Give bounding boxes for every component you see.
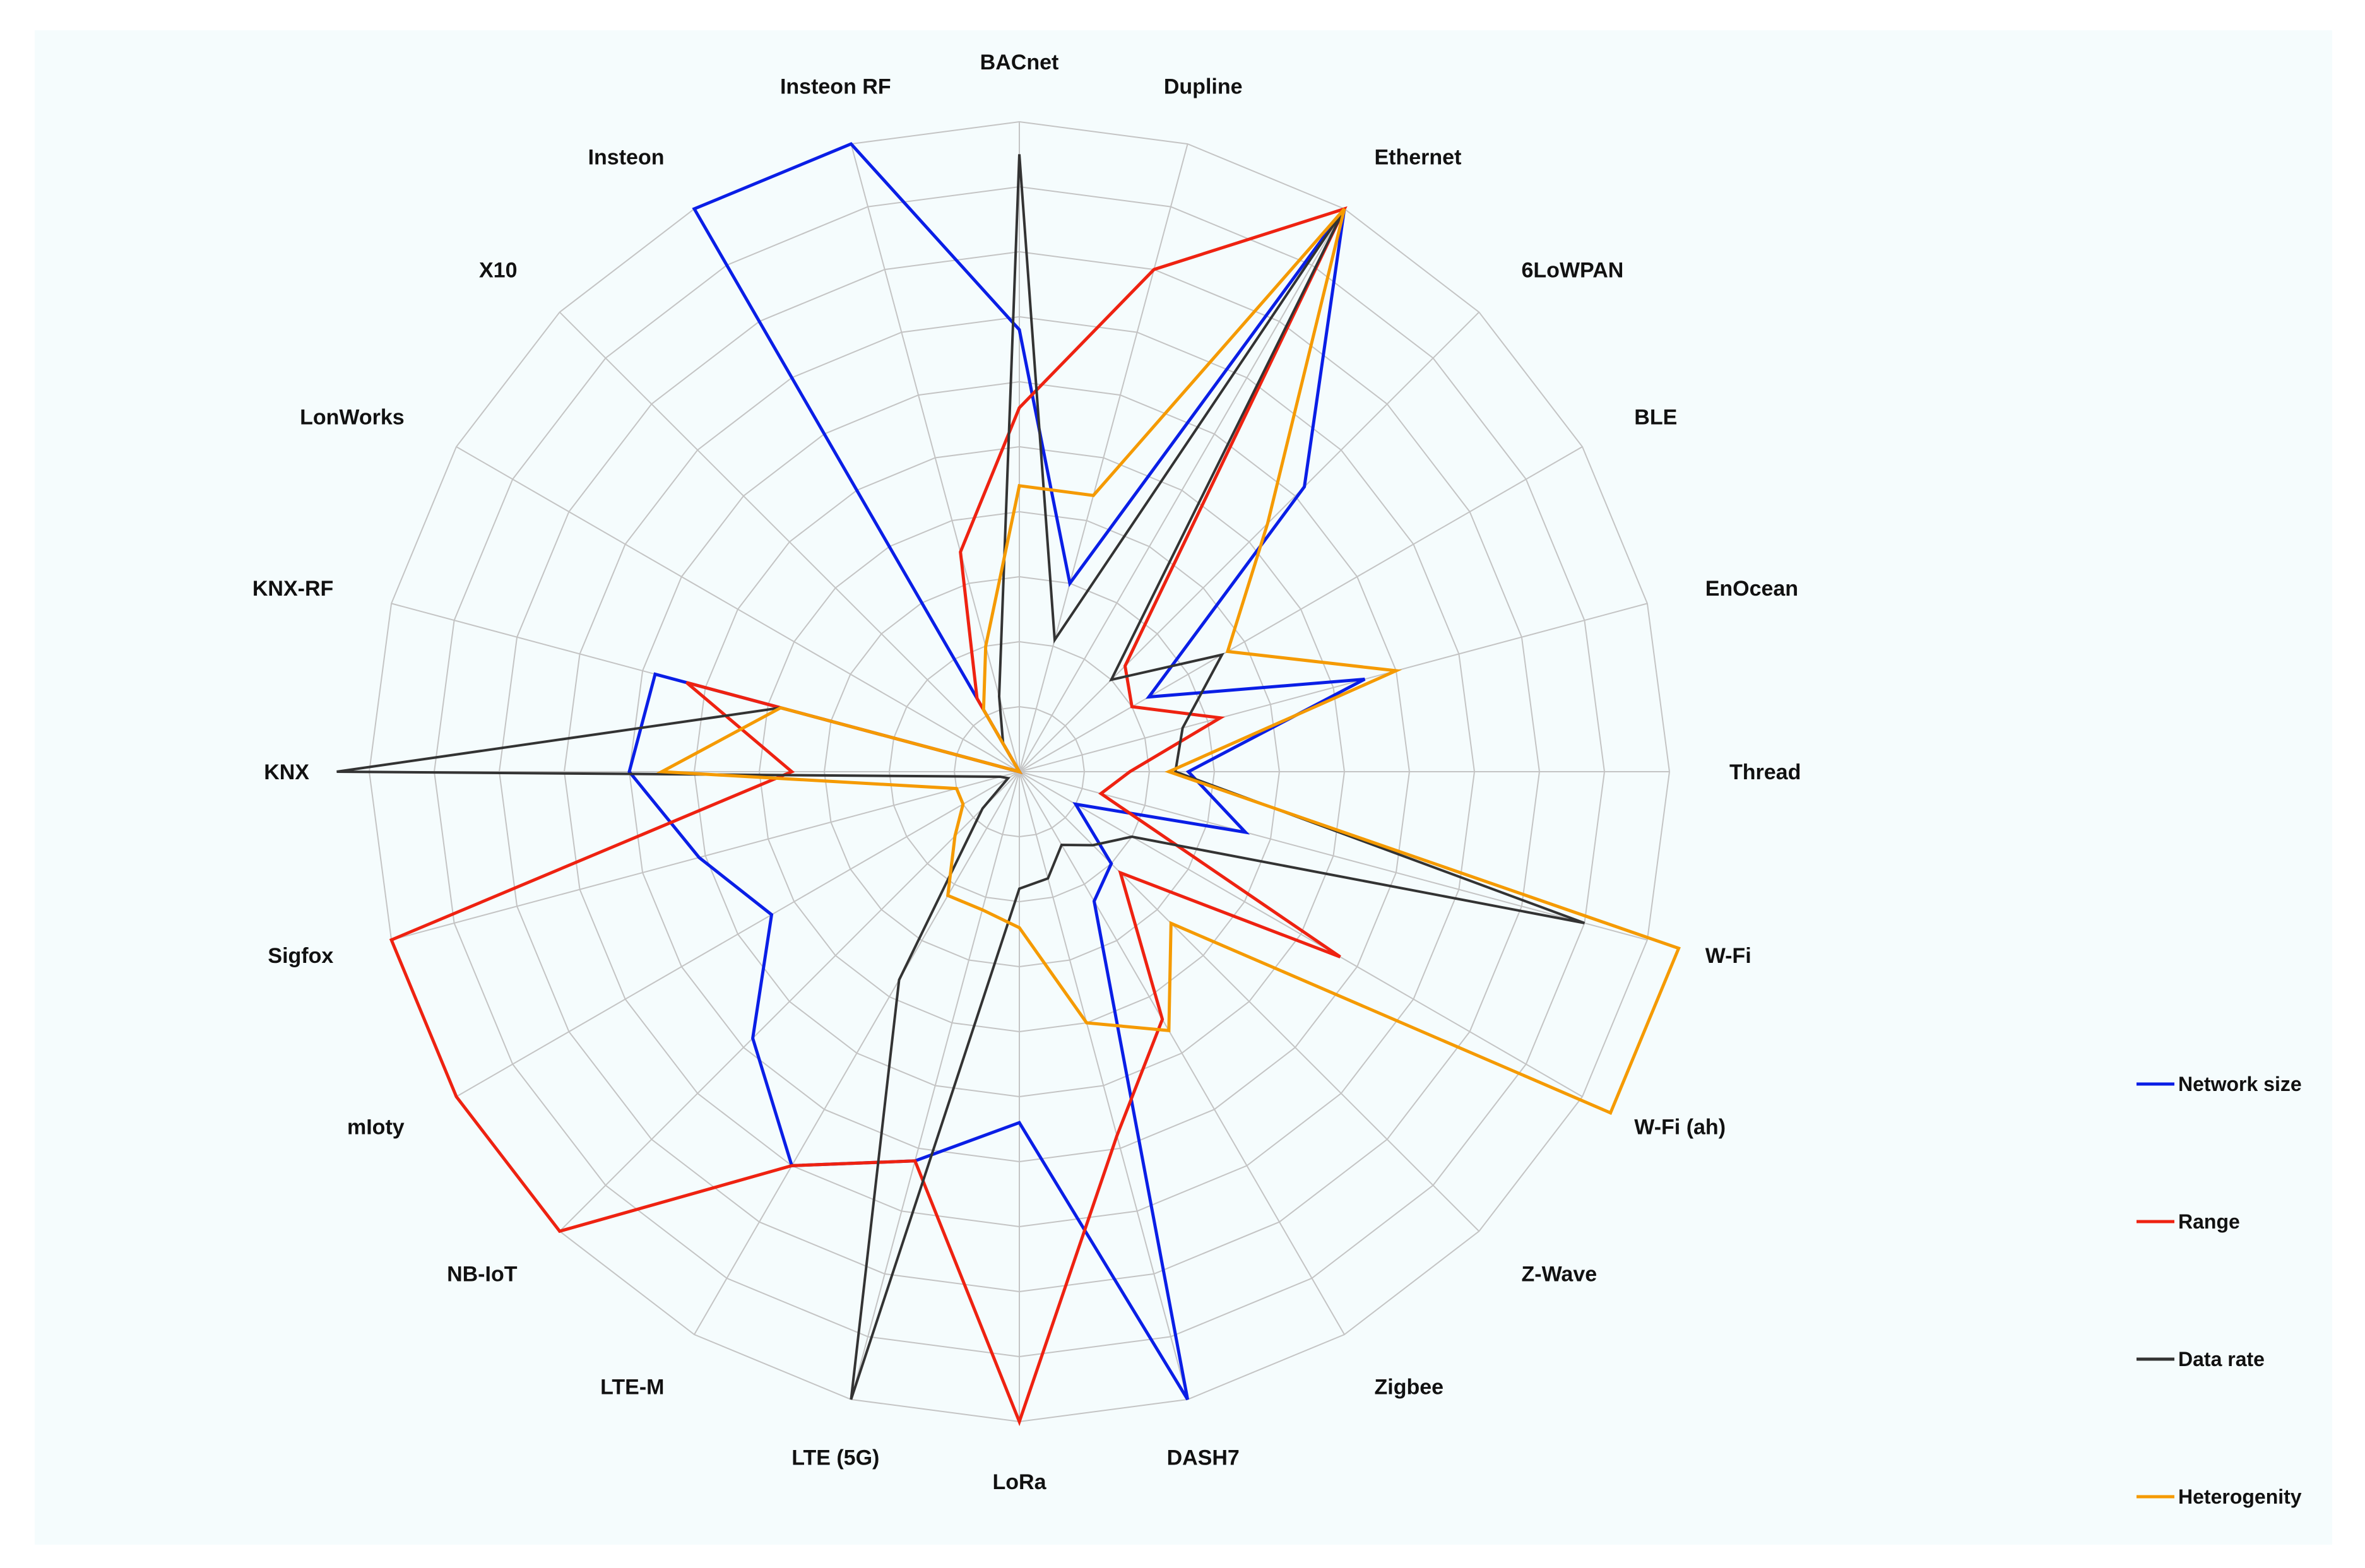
grid-spoke: [850, 771, 1020, 1400]
axis-label: BACnet: [980, 50, 1059, 74]
grid-spoke: [1019, 771, 1345, 1335]
chart-area: BACnet Dupline Ethernet 6LoWPAN BLE EnOcean Th…: [35, 30, 2332, 1545]
axis-label: KNX-RF: [252, 577, 333, 601]
series-line-range: [389, 206, 1348, 1427]
grid-spoke: [1019, 603, 1648, 772]
axis-label: Dupline: [1164, 74, 1243, 98]
axis-label: LonWorks: [300, 406, 405, 430]
grid-spoke: [1019, 771, 1480, 1232]
series-line-heterogenity: [656, 208, 1681, 1116]
grid-spoke: [1019, 771, 1583, 1097]
axis-label: BLE: [1634, 406, 1677, 430]
axis-label: Z-Wave: [1522, 1263, 1597, 1287]
grid-spoke: [1019, 446, 1583, 772]
grid-spoke: [1019, 771, 1648, 941]
axis-label: NB-IoT: [447, 1263, 518, 1287]
axis-label: Insteon: [588, 146, 665, 170]
grid-spoke: [1019, 771, 1188, 1400]
axis-label: Sigfox: [268, 944, 333, 968]
grid-spoke: [559, 771, 1020, 1232]
grid-spoke: [1019, 208, 1345, 772]
legend-label: Network size: [2178, 1073, 2302, 1095]
axis-label: EnOcean: [1705, 577, 1798, 601]
grid: [368, 121, 1671, 1423]
legend-label: Data rate: [2178, 1348, 2265, 1371]
axis-label: LoRa: [993, 1470, 1047, 1494]
axis-label: X10: [479, 259, 518, 283]
axis-label: W-Fi: [1705, 944, 1752, 968]
axis-label: LTE-M: [600, 1375, 664, 1399]
axis-label: W-Fi (ah): [1634, 1116, 1726, 1140]
axis-label: Insteon RF: [780, 74, 891, 98]
grid-spoke: [456, 446, 1020, 772]
axis-label: 6LoWPAN: [1522, 259, 1624, 283]
grid-spoke: [1019, 311, 1480, 772]
axis-label: Thread: [1729, 760, 1801, 784]
axis-label: KNX: [264, 760, 309, 784]
series-layer: [336, 142, 1681, 1427]
axis-label: DASH7: [1167, 1446, 1240, 1470]
grid-spoke: [559, 311, 1020, 772]
legend: Network size Range Data rate Heterogenity: [2137, 1073, 2302, 1508]
radar-chart: BACnet Dupline Ethernet 6LoWPAN BLE EnOcean Th…: [252, 50, 2302, 1508]
legend-label: Heterogenity: [2178, 1485, 2302, 1508]
grid-spoke: [694, 771, 1020, 1335]
grid-spoke: [391, 771, 1020, 941]
axis-label: LTE (5G): [791, 1446, 879, 1470]
grid-spoke: [456, 771, 1020, 1097]
grid-spoke: [850, 143, 1020, 772]
axis-labels: BACnet Dupline Ethernet 6LoWPAN BLE EnOcean Th…: [252, 50, 1801, 1494]
axis-label: mIoty: [347, 1116, 405, 1140]
legend-label: Range: [2178, 1210, 2240, 1233]
axis-label: Zigbee: [1375, 1375, 1444, 1399]
axis-label: Ethernet: [1375, 146, 1462, 170]
grid-spoke: [1019, 143, 1188, 772]
